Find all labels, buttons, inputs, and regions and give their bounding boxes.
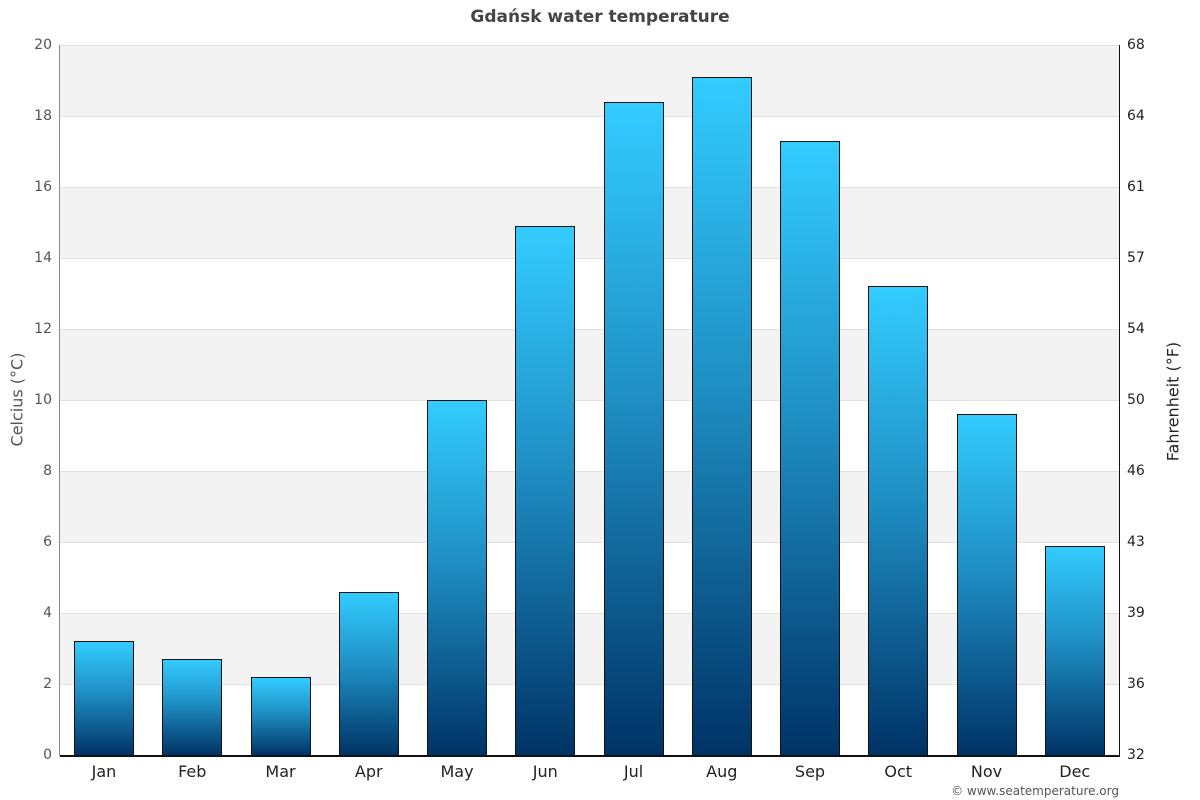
y-tick-left: 12 [34, 321, 52, 337]
plot-area [60, 45, 1119, 756]
y-tick-left: 16 [34, 179, 52, 195]
bar-jan[interactable] [74, 641, 135, 756]
gridline [60, 329, 1119, 330]
chart-title: Gdańsk water temperature [470, 7, 730, 27]
y-tick-left: 10 [34, 392, 52, 408]
y-axis-label-celsius: Celcius (°C) [7, 352, 27, 447]
gridline [60, 471, 1119, 472]
grid-band [60, 613, 1119, 684]
y-tick-left: 18 [34, 108, 52, 124]
bar-feb[interactable] [162, 659, 223, 756]
y-tick-right: 54 [1127, 321, 1145, 337]
gridline [60, 45, 1119, 46]
y-tick-right: 46 [1127, 463, 1145, 479]
y-tick-right: 61 [1127, 179, 1145, 195]
x-tick-label: Jan [91, 762, 117, 781]
bar-sep[interactable] [780, 140, 841, 756]
y-tick-left: 0 [43, 747, 52, 763]
y-tick-right: 32 [1127, 747, 1145, 763]
grid-band [60, 45, 1119, 116]
x-tick-label: Aug [706, 762, 738, 781]
x-tick-label: Apr [354, 762, 383, 781]
y-tick-right: 57 [1127, 250, 1145, 266]
grid-band [60, 400, 1119, 471]
x-tick-label: Oct [884, 762, 913, 781]
x-tick-label: Dec [1059, 762, 1091, 781]
y-axis-left [59, 45, 60, 756]
bar-dec[interactable] [1044, 545, 1105, 756]
y-tick-left: 4 [43, 605, 52, 621]
x-tick-label: Sep [794, 762, 826, 781]
bar-may[interactable] [427, 400, 488, 756]
grid-band [60, 258, 1119, 329]
grid-band [60, 542, 1119, 613]
grid-band [60, 684, 1119, 755]
grid-band [60, 187, 1119, 258]
bar-jul[interactable] [603, 101, 664, 756]
bar-mar[interactable] [250, 676, 311, 756]
y-tick-right: 39 [1127, 605, 1145, 621]
y-tick-right: 68 [1127, 37, 1145, 53]
bar-oct[interactable] [868, 286, 929, 756]
bar-aug[interactable] [691, 76, 752, 756]
bar-nov[interactable] [956, 414, 1017, 756]
y-axis-label-fahrenheit: Fahrenheit (°F) [1163, 341, 1183, 462]
gridline [60, 684, 1119, 685]
y-tick-right: 36 [1127, 676, 1145, 692]
x-tick-label: Nov [970, 762, 1003, 781]
x-tick-label: Jul [623, 762, 644, 781]
y-tick-right: 43 [1127, 534, 1145, 550]
x-tick-label: Feb [178, 762, 207, 781]
grid-band [60, 471, 1119, 542]
x-tick-label: May [440, 762, 474, 781]
gridline [60, 400, 1119, 401]
bar-apr[interactable] [338, 591, 399, 756]
credit-link[interactable]: © www.seatemperature.org [951, 784, 1119, 798]
grid-band [60, 329, 1119, 400]
gridline [60, 116, 1119, 117]
y-axis-right [1119, 45, 1120, 756]
y-tick-left: 8 [43, 463, 52, 479]
y-tick-right: 50 [1127, 392, 1145, 408]
gridline [60, 258, 1119, 259]
grid-band [60, 116, 1119, 187]
y-tick-left: 2 [43, 676, 52, 692]
y-tick-left: 20 [34, 37, 52, 53]
gridline [60, 613, 1119, 614]
x-tick-label: Jun [532, 762, 558, 781]
gridline [60, 187, 1119, 188]
x-axis [60, 755, 1120, 757]
y-tick-left: 14 [34, 250, 52, 266]
y-tick-right: 64 [1127, 108, 1145, 124]
y-tick-left: 6 [43, 534, 52, 550]
bar-jun[interactable] [515, 226, 576, 756]
gridline [60, 542, 1119, 543]
x-tick-label: Mar [265, 762, 296, 781]
